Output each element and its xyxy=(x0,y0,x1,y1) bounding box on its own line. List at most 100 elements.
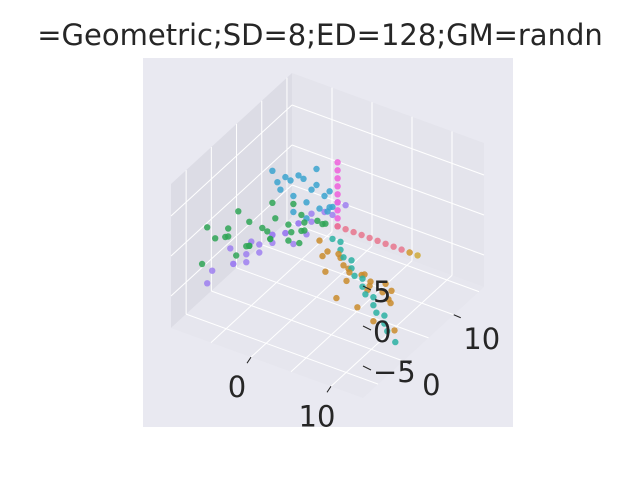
z-tick-mark xyxy=(362,365,372,371)
grid-line xyxy=(210,231,333,343)
grid-line xyxy=(291,104,485,176)
grid-line xyxy=(236,267,429,339)
data-point-series-0 xyxy=(269,199,276,206)
data-point-series-4 xyxy=(382,240,389,247)
data-point-series-7 xyxy=(337,238,344,245)
data-point-series-7 xyxy=(329,235,336,243)
data-point-series-1 xyxy=(342,202,349,209)
z-tick-mark xyxy=(362,325,372,331)
y-tick-mark xyxy=(403,360,411,365)
data-point-series-7 xyxy=(381,312,388,319)
z-tick-mark xyxy=(362,285,372,291)
data-point-series-7 xyxy=(351,272,358,279)
data-point-series-6 xyxy=(322,268,329,275)
data-point-series-0 xyxy=(322,220,329,227)
data-point-series-1 xyxy=(243,259,250,266)
data-point-series-0 xyxy=(204,224,211,231)
data-point-series-6 xyxy=(379,289,386,296)
data-point-series-4 xyxy=(374,237,381,244)
data-point-series-4 xyxy=(390,243,397,250)
data-point-series-3 xyxy=(334,183,341,190)
data-point-series-1 xyxy=(209,267,216,274)
data-point-series-7 xyxy=(373,309,380,316)
data-point-series-3 xyxy=(334,215,341,222)
data-point-series-2 xyxy=(282,173,289,181)
data-point-series-0 xyxy=(301,219,308,226)
data-point-series-2 xyxy=(313,181,320,189)
data-point-series-6 xyxy=(324,248,331,255)
data-point-series-7 xyxy=(340,254,347,261)
grid-line xyxy=(170,104,293,217)
z-tick-label: 5 xyxy=(373,275,391,309)
data-point-series-7 xyxy=(381,320,388,327)
data-point-series-7 xyxy=(392,338,399,346)
data-point-series-2 xyxy=(316,205,323,212)
data-point-series-0 xyxy=(298,211,305,219)
data-point-series-2 xyxy=(277,186,284,193)
data-point-series-2 xyxy=(324,208,331,215)
data-point-series-0 xyxy=(225,233,232,240)
data-point-series-0 xyxy=(246,218,253,225)
data-point-series-1 xyxy=(256,249,263,256)
y-tick-mark xyxy=(453,314,461,319)
data-point-series-1 xyxy=(282,229,289,237)
data-point-series-2 xyxy=(329,203,336,211)
data-point-series-1 xyxy=(329,211,336,219)
data-point-series-0 xyxy=(225,225,232,232)
data-point-series-0 xyxy=(235,208,242,215)
data-point-series-1 xyxy=(256,241,263,248)
data-point-series-0 xyxy=(233,252,240,259)
grid-line xyxy=(250,245,373,358)
data-point-series-7 xyxy=(359,283,366,290)
data-point-series-5 xyxy=(406,249,413,256)
grid-line xyxy=(291,144,485,216)
data-point-series-6 xyxy=(319,252,326,260)
data-point-series-0 xyxy=(285,221,292,228)
data-point-series-0 xyxy=(212,235,219,242)
grid-line xyxy=(211,290,404,362)
data-point-series-6 xyxy=(335,250,342,258)
chart-title: =Geometric;SD=8;ED=128;GM=randn xyxy=(37,18,603,52)
data-point-series-4 xyxy=(398,246,405,253)
data-point-series-1 xyxy=(308,218,315,225)
data-point-series-4 xyxy=(342,226,349,233)
data-point-series-1 xyxy=(290,240,297,248)
data-point-series-3 xyxy=(334,199,341,206)
data-point-series-6 xyxy=(340,262,347,269)
data-point-series-2 xyxy=(313,165,320,173)
data-point-series-7 xyxy=(359,275,366,282)
data-point-series-4 xyxy=(350,228,357,236)
data-point-series-0 xyxy=(272,215,279,222)
data-point-series-6 xyxy=(333,294,340,302)
data-point-series-7 xyxy=(370,302,377,309)
data-point-series-0 xyxy=(288,229,295,236)
data-point-series-6 xyxy=(367,278,374,285)
data-point-series-1 xyxy=(308,210,315,217)
x-tick-mark xyxy=(246,356,252,364)
grid-line xyxy=(286,221,480,293)
z-tick-label: −5 xyxy=(373,355,416,389)
grid-line xyxy=(290,260,413,373)
data-point-series-2 xyxy=(290,192,297,200)
data-point-series-0 xyxy=(296,239,303,247)
grid-line xyxy=(261,244,454,316)
data-point-series-6 xyxy=(316,237,323,244)
data-point-series-2 xyxy=(287,177,294,184)
y-tick-label: 0 xyxy=(422,368,440,402)
data-point-series-6 xyxy=(385,296,392,303)
data-point-series-7 xyxy=(348,257,355,264)
data-point-series-3 xyxy=(334,167,341,174)
data-point-series-0 xyxy=(259,224,266,232)
x-tick-label: 10 xyxy=(299,399,336,433)
data-point-series-7 xyxy=(370,294,377,301)
data-point-series-0 xyxy=(264,228,271,235)
data-point-series-3 xyxy=(334,175,341,182)
grid-line xyxy=(185,313,379,385)
data-point-series-2 xyxy=(290,208,297,216)
x-tick-mark xyxy=(326,386,332,393)
data-point-series-2 xyxy=(295,172,302,179)
data-point-series-4 xyxy=(366,234,373,242)
data-point-series-6 xyxy=(370,318,377,325)
